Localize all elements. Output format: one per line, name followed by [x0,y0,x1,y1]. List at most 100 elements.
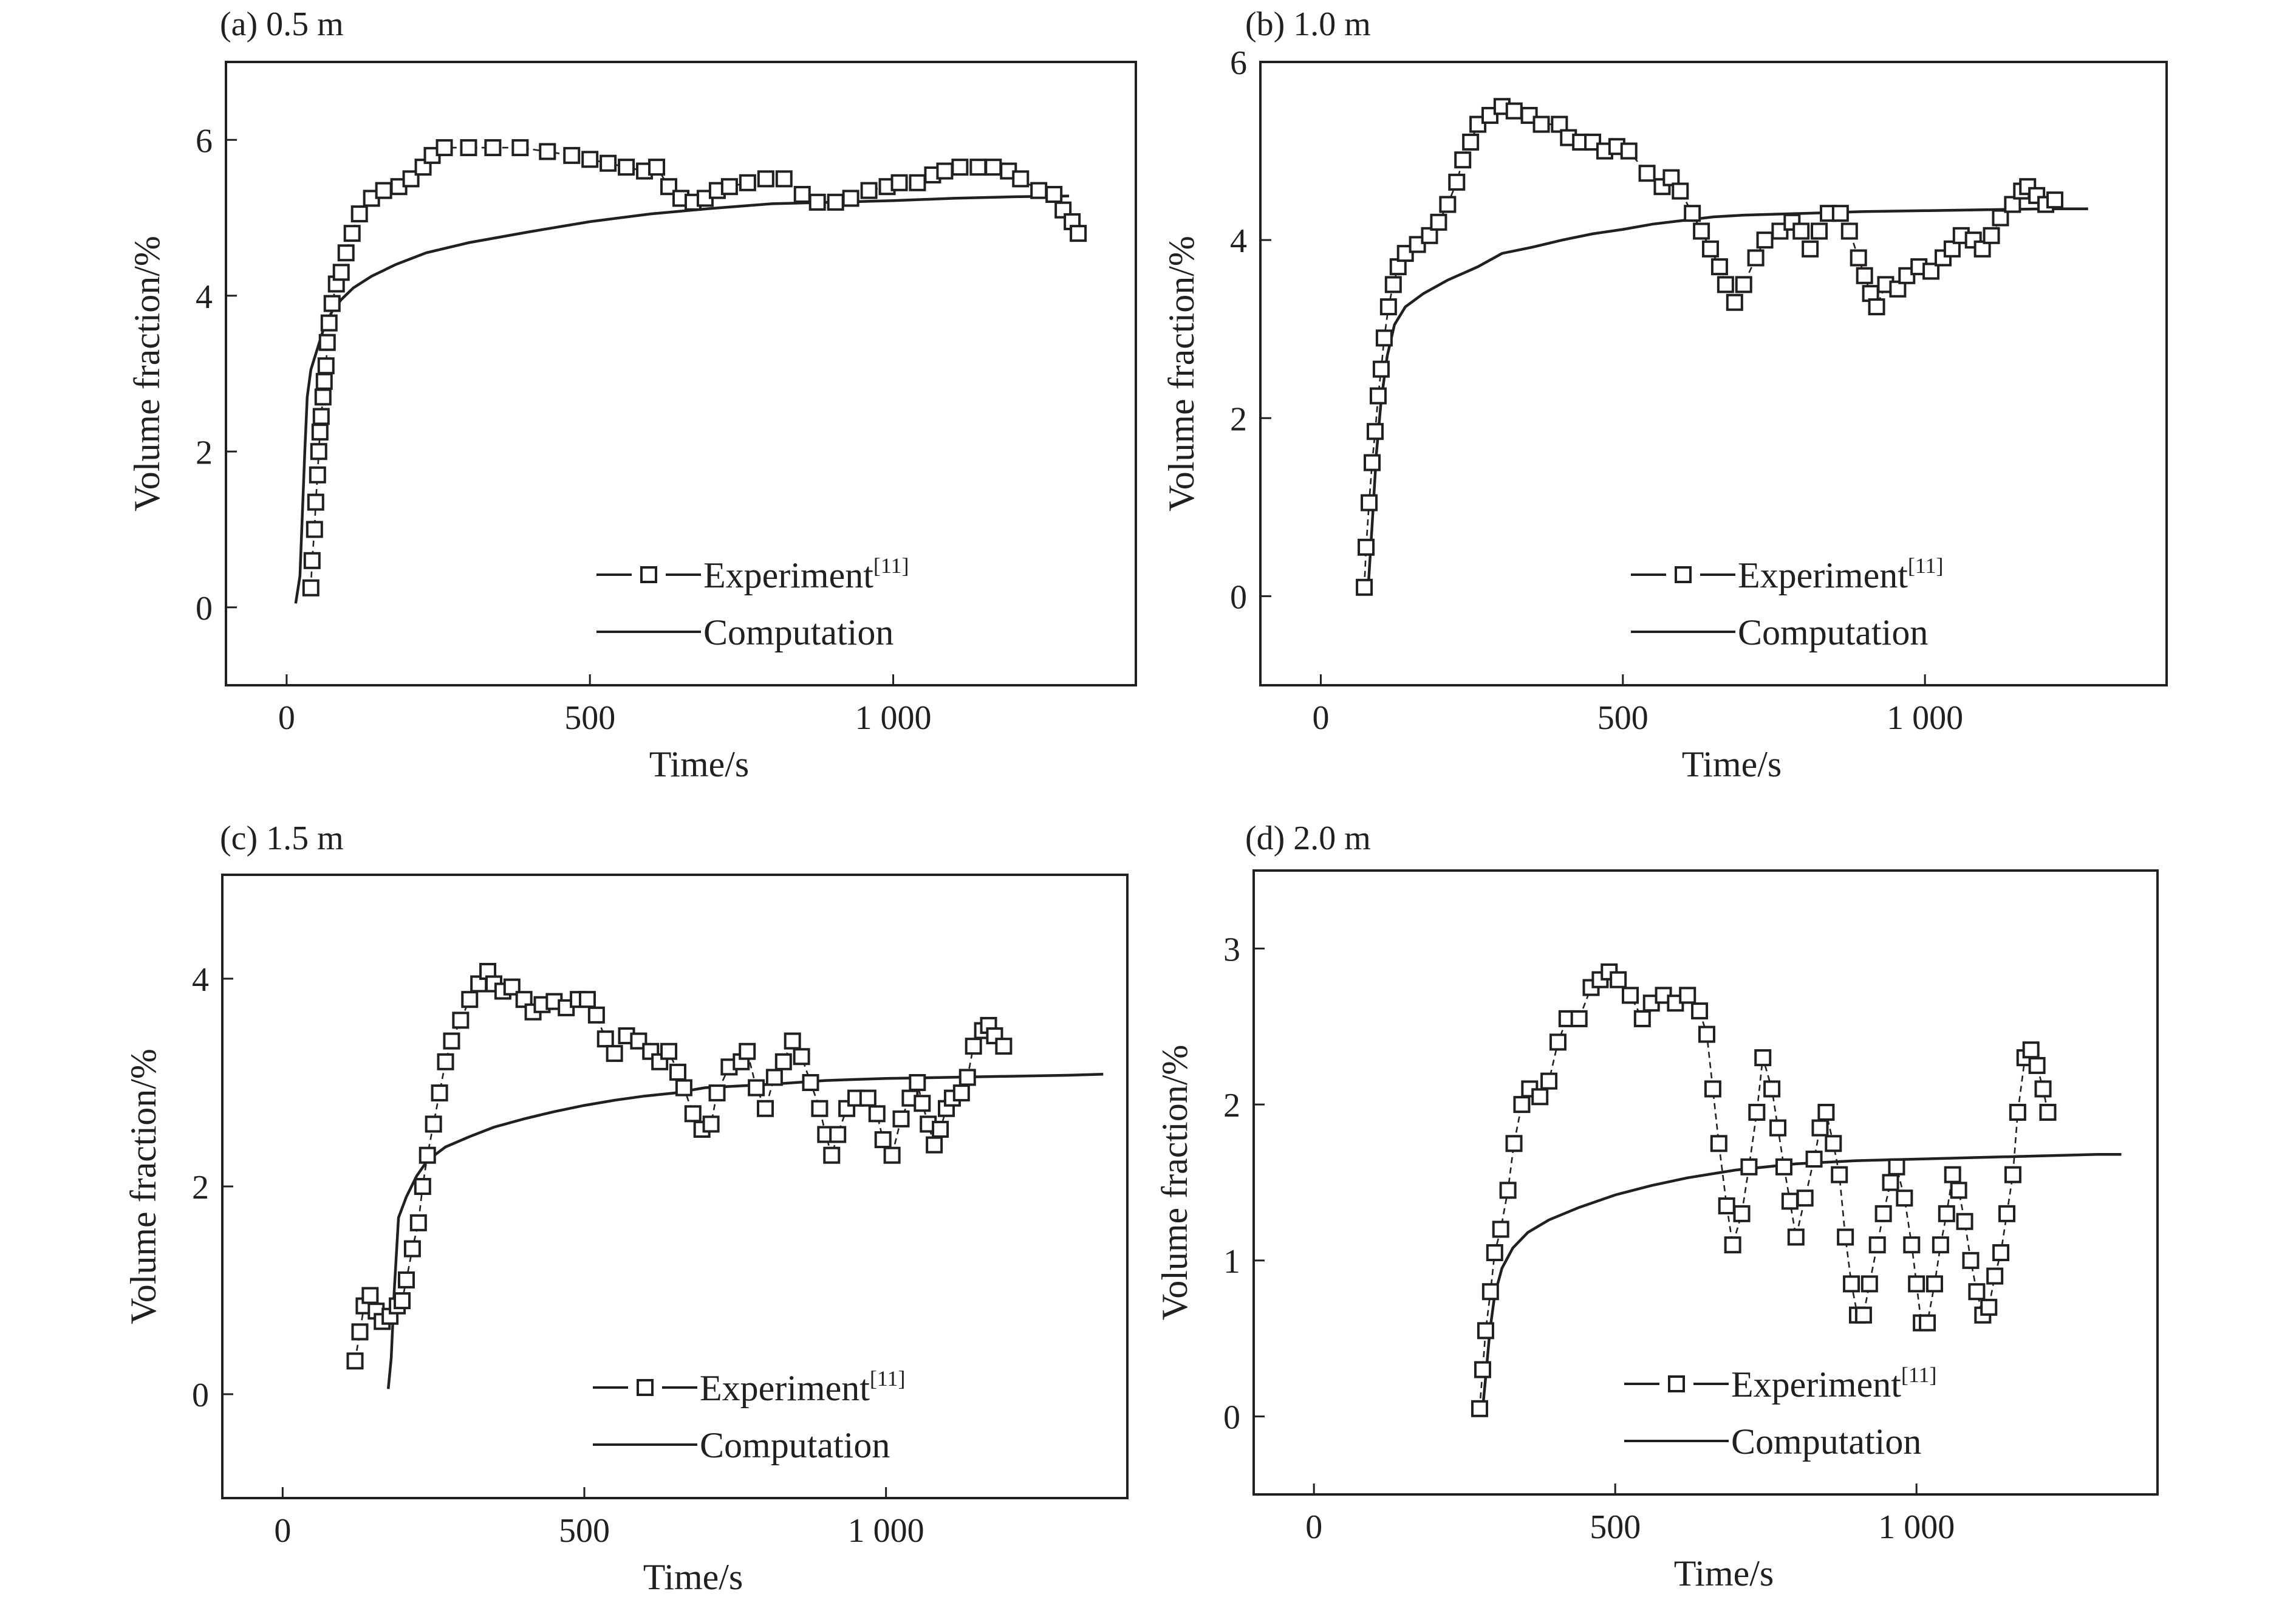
experiment-marker [539,143,556,160]
experiment-marker [1622,987,1639,1004]
y-tick-label: 2 [196,434,213,471]
experiment-marker [808,193,826,211]
y-axis-label: Volume fraction/% [1155,1045,1195,1321]
experiment-marker [1710,258,1728,276]
y-tick-label: 3 [1223,931,1240,968]
experiment-marker [581,151,599,168]
experiment-marker [883,1146,901,1164]
experiment-marker [1922,262,1940,280]
experiment-marker [443,1032,460,1050]
experiment-marker [823,1146,841,1164]
experiment-marker [1610,971,1627,988]
experiment-marker [1718,1197,1735,1215]
experiment-marker [1811,222,1828,240]
experiment-marker [757,1100,774,1117]
y-tick-label: 2 [192,1169,209,1206]
experiment-marker [315,372,333,390]
y-tick-label: 2 [1223,1087,1240,1124]
experiment-marker [1805,1150,1823,1168]
x-tick-label: 0 [1305,1508,1322,1546]
experiment-marker [1850,249,1867,267]
experiment-line [354,970,1005,1361]
experiment-marker [1874,1205,1892,1222]
experiment-marker [587,1006,605,1024]
y-tick-label: 4 [1230,222,1247,260]
experiment-marker [343,225,361,242]
experiment-marker [1896,1189,1913,1207]
experiment-marker [1430,213,1447,231]
experiment-marker [1704,1080,1721,1098]
experiment-marker [995,1038,1013,1055]
experiment-marker [1888,1158,1905,1176]
experiment-marker [375,182,392,199]
experiment-marker [1045,186,1063,204]
experiment-marker [317,357,335,375]
experiment-marker [320,314,338,332]
experiment-marker [1369,387,1387,405]
experiment-marker [765,1069,783,1086]
experiment-marker [720,178,738,196]
experiment-marker [648,159,666,176]
legend-computation-label: Computation [1731,1422,1921,1462]
legend-experiment-marker [1668,1375,1685,1392]
experiment-marker [1825,1135,1842,1152]
experiment-marker [874,1131,892,1149]
experiment-marker [409,1214,427,1231]
panel-title: (c) 1.5 m [220,820,344,857]
experiment-line [1363,105,2055,587]
experiment-marker [1513,1096,1531,1114]
experiment-marker [323,295,341,312]
experiment-marker [748,1079,765,1097]
experiment-marker [1837,1228,1854,1246]
computation-line [386,1073,1104,1389]
experiment-marker [1735,276,1752,293]
x-tick-label: 500 [559,1512,610,1550]
experiment-marker [1499,1182,1517,1199]
experiment-marker [2046,191,2063,209]
experiment-marker [1919,1314,1936,1332]
experiment-marker [425,1115,442,1133]
experiment-marker [350,205,368,223]
experiment-marker [436,139,453,157]
y-tick-label: 4 [196,278,213,316]
experiment-marker [1986,1267,2004,1285]
y-tick-label: 0 [1223,1399,1240,1437]
x-tick-label: 500 [1597,699,1649,737]
experiment-marker [1983,227,2000,244]
y-tick-label: 1 [1223,1243,1240,1281]
experiment-marker [1908,1275,1925,1293]
legend-computation-label: Computation [703,612,893,652]
experiment-marker [1702,240,1720,258]
experiment-marker [784,1032,801,1050]
x-tick-label: 0 [1312,699,1329,737]
legend-experiment-ref: [11] [1908,553,1944,578]
experiment-marker [1070,225,1087,242]
experiment-marker [651,1053,669,1070]
experiment-marker [1740,1158,1758,1176]
experiment-marker [1854,1306,1872,1324]
y-axis-label: Volume fraction/% [127,236,167,512]
panel-title: (d) 2.0 m [1245,820,1371,857]
x-tick-label: 500 [564,699,615,737]
experiment-marker [859,1089,876,1107]
experiment-marker [1375,329,1393,347]
experiment-marker [1811,1119,1829,1137]
experiment-marker [1868,298,1885,316]
experiment-marker [397,1271,415,1288]
legend: Experiment[11] Computation [593,1366,906,1465]
experiment-marker [1358,538,1375,556]
experiment-marker [1980,1298,1998,1316]
experiment-marker [460,139,477,157]
experiment-marker [660,1042,678,1060]
legend-experiment-marker [1675,566,1692,583]
experiment-marker [1840,222,1858,240]
experiment-marker [909,1074,926,1091]
plot-frame [1259,61,2168,686]
experiment-marker [1474,1361,1491,1378]
panel-title: (b) 1.0 m [1245,5,1371,43]
experiment-marker [1756,231,1774,249]
experiment-marker [1684,205,1701,222]
experiment-marker [1992,1244,2010,1262]
experiment-marker [1792,222,1810,240]
experiment-marker [860,182,878,199]
